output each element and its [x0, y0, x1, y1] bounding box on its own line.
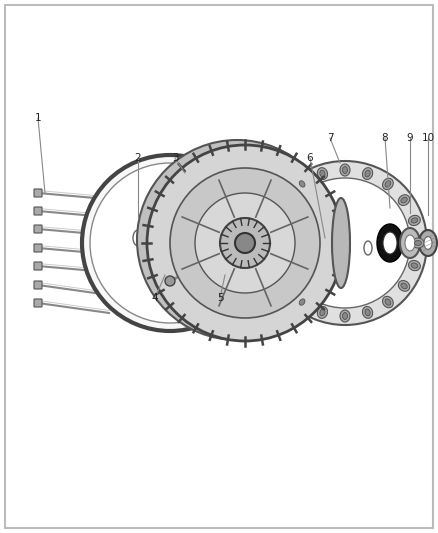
Circle shape — [82, 155, 258, 331]
Text: 6: 6 — [307, 153, 313, 163]
Ellipse shape — [363, 168, 373, 180]
Ellipse shape — [414, 240, 421, 246]
Ellipse shape — [340, 310, 350, 322]
Ellipse shape — [343, 312, 347, 319]
Text: 4: 4 — [152, 293, 158, 303]
Ellipse shape — [272, 218, 279, 223]
Ellipse shape — [283, 283, 289, 289]
Ellipse shape — [364, 241, 372, 255]
Ellipse shape — [363, 306, 373, 318]
Ellipse shape — [320, 309, 325, 316]
Ellipse shape — [405, 235, 415, 251]
Circle shape — [170, 168, 320, 318]
Ellipse shape — [280, 195, 292, 205]
Ellipse shape — [399, 195, 410, 205]
FancyBboxPatch shape — [34, 207, 42, 215]
Ellipse shape — [318, 306, 328, 318]
Ellipse shape — [266, 238, 278, 248]
Ellipse shape — [297, 296, 307, 308]
Ellipse shape — [401, 283, 407, 289]
Ellipse shape — [409, 261, 420, 271]
Ellipse shape — [382, 296, 393, 308]
Ellipse shape — [299, 181, 305, 187]
Circle shape — [235, 233, 255, 253]
Text: 2: 2 — [135, 153, 141, 163]
Circle shape — [220, 218, 270, 268]
Circle shape — [90, 163, 250, 323]
Text: 3: 3 — [172, 153, 178, 163]
Text: 1: 1 — [35, 113, 41, 123]
Ellipse shape — [299, 299, 305, 305]
Text: 7: 7 — [327, 133, 333, 143]
Ellipse shape — [411, 263, 418, 268]
Ellipse shape — [383, 232, 397, 254]
Ellipse shape — [318, 168, 328, 180]
Text: 8: 8 — [381, 133, 389, 143]
Ellipse shape — [283, 197, 289, 203]
FancyBboxPatch shape — [34, 299, 42, 307]
Circle shape — [263, 161, 427, 325]
Ellipse shape — [400, 228, 420, 258]
Circle shape — [147, 145, 343, 341]
Circle shape — [137, 140, 337, 340]
Ellipse shape — [365, 170, 370, 177]
Ellipse shape — [401, 197, 407, 203]
FancyBboxPatch shape — [5, 5, 433, 528]
Text: 9: 9 — [407, 133, 413, 143]
FancyBboxPatch shape — [34, 189, 42, 197]
Ellipse shape — [409, 215, 420, 225]
Ellipse shape — [272, 263, 279, 268]
Ellipse shape — [365, 309, 370, 316]
Ellipse shape — [127, 222, 149, 254]
Ellipse shape — [411, 218, 418, 223]
FancyBboxPatch shape — [34, 244, 42, 252]
Ellipse shape — [377, 224, 403, 262]
Ellipse shape — [280, 280, 292, 291]
Ellipse shape — [412, 238, 424, 248]
Ellipse shape — [320, 170, 325, 177]
Ellipse shape — [358, 233, 378, 263]
Ellipse shape — [268, 240, 276, 246]
Circle shape — [280, 178, 410, 308]
Ellipse shape — [382, 178, 393, 190]
Text: 10: 10 — [421, 133, 434, 143]
Circle shape — [195, 193, 295, 293]
Ellipse shape — [343, 166, 347, 174]
Ellipse shape — [385, 299, 391, 305]
FancyBboxPatch shape — [34, 281, 42, 289]
FancyBboxPatch shape — [34, 225, 42, 233]
Ellipse shape — [332, 198, 350, 288]
FancyBboxPatch shape — [34, 262, 42, 270]
Ellipse shape — [133, 230, 143, 246]
Ellipse shape — [399, 280, 410, 291]
Ellipse shape — [385, 181, 391, 187]
Ellipse shape — [340, 164, 350, 176]
Ellipse shape — [419, 230, 437, 256]
Text: 5: 5 — [217, 293, 223, 303]
Ellipse shape — [270, 261, 282, 271]
Circle shape — [165, 276, 175, 286]
Ellipse shape — [270, 215, 282, 225]
Ellipse shape — [297, 178, 307, 190]
Ellipse shape — [424, 237, 432, 249]
